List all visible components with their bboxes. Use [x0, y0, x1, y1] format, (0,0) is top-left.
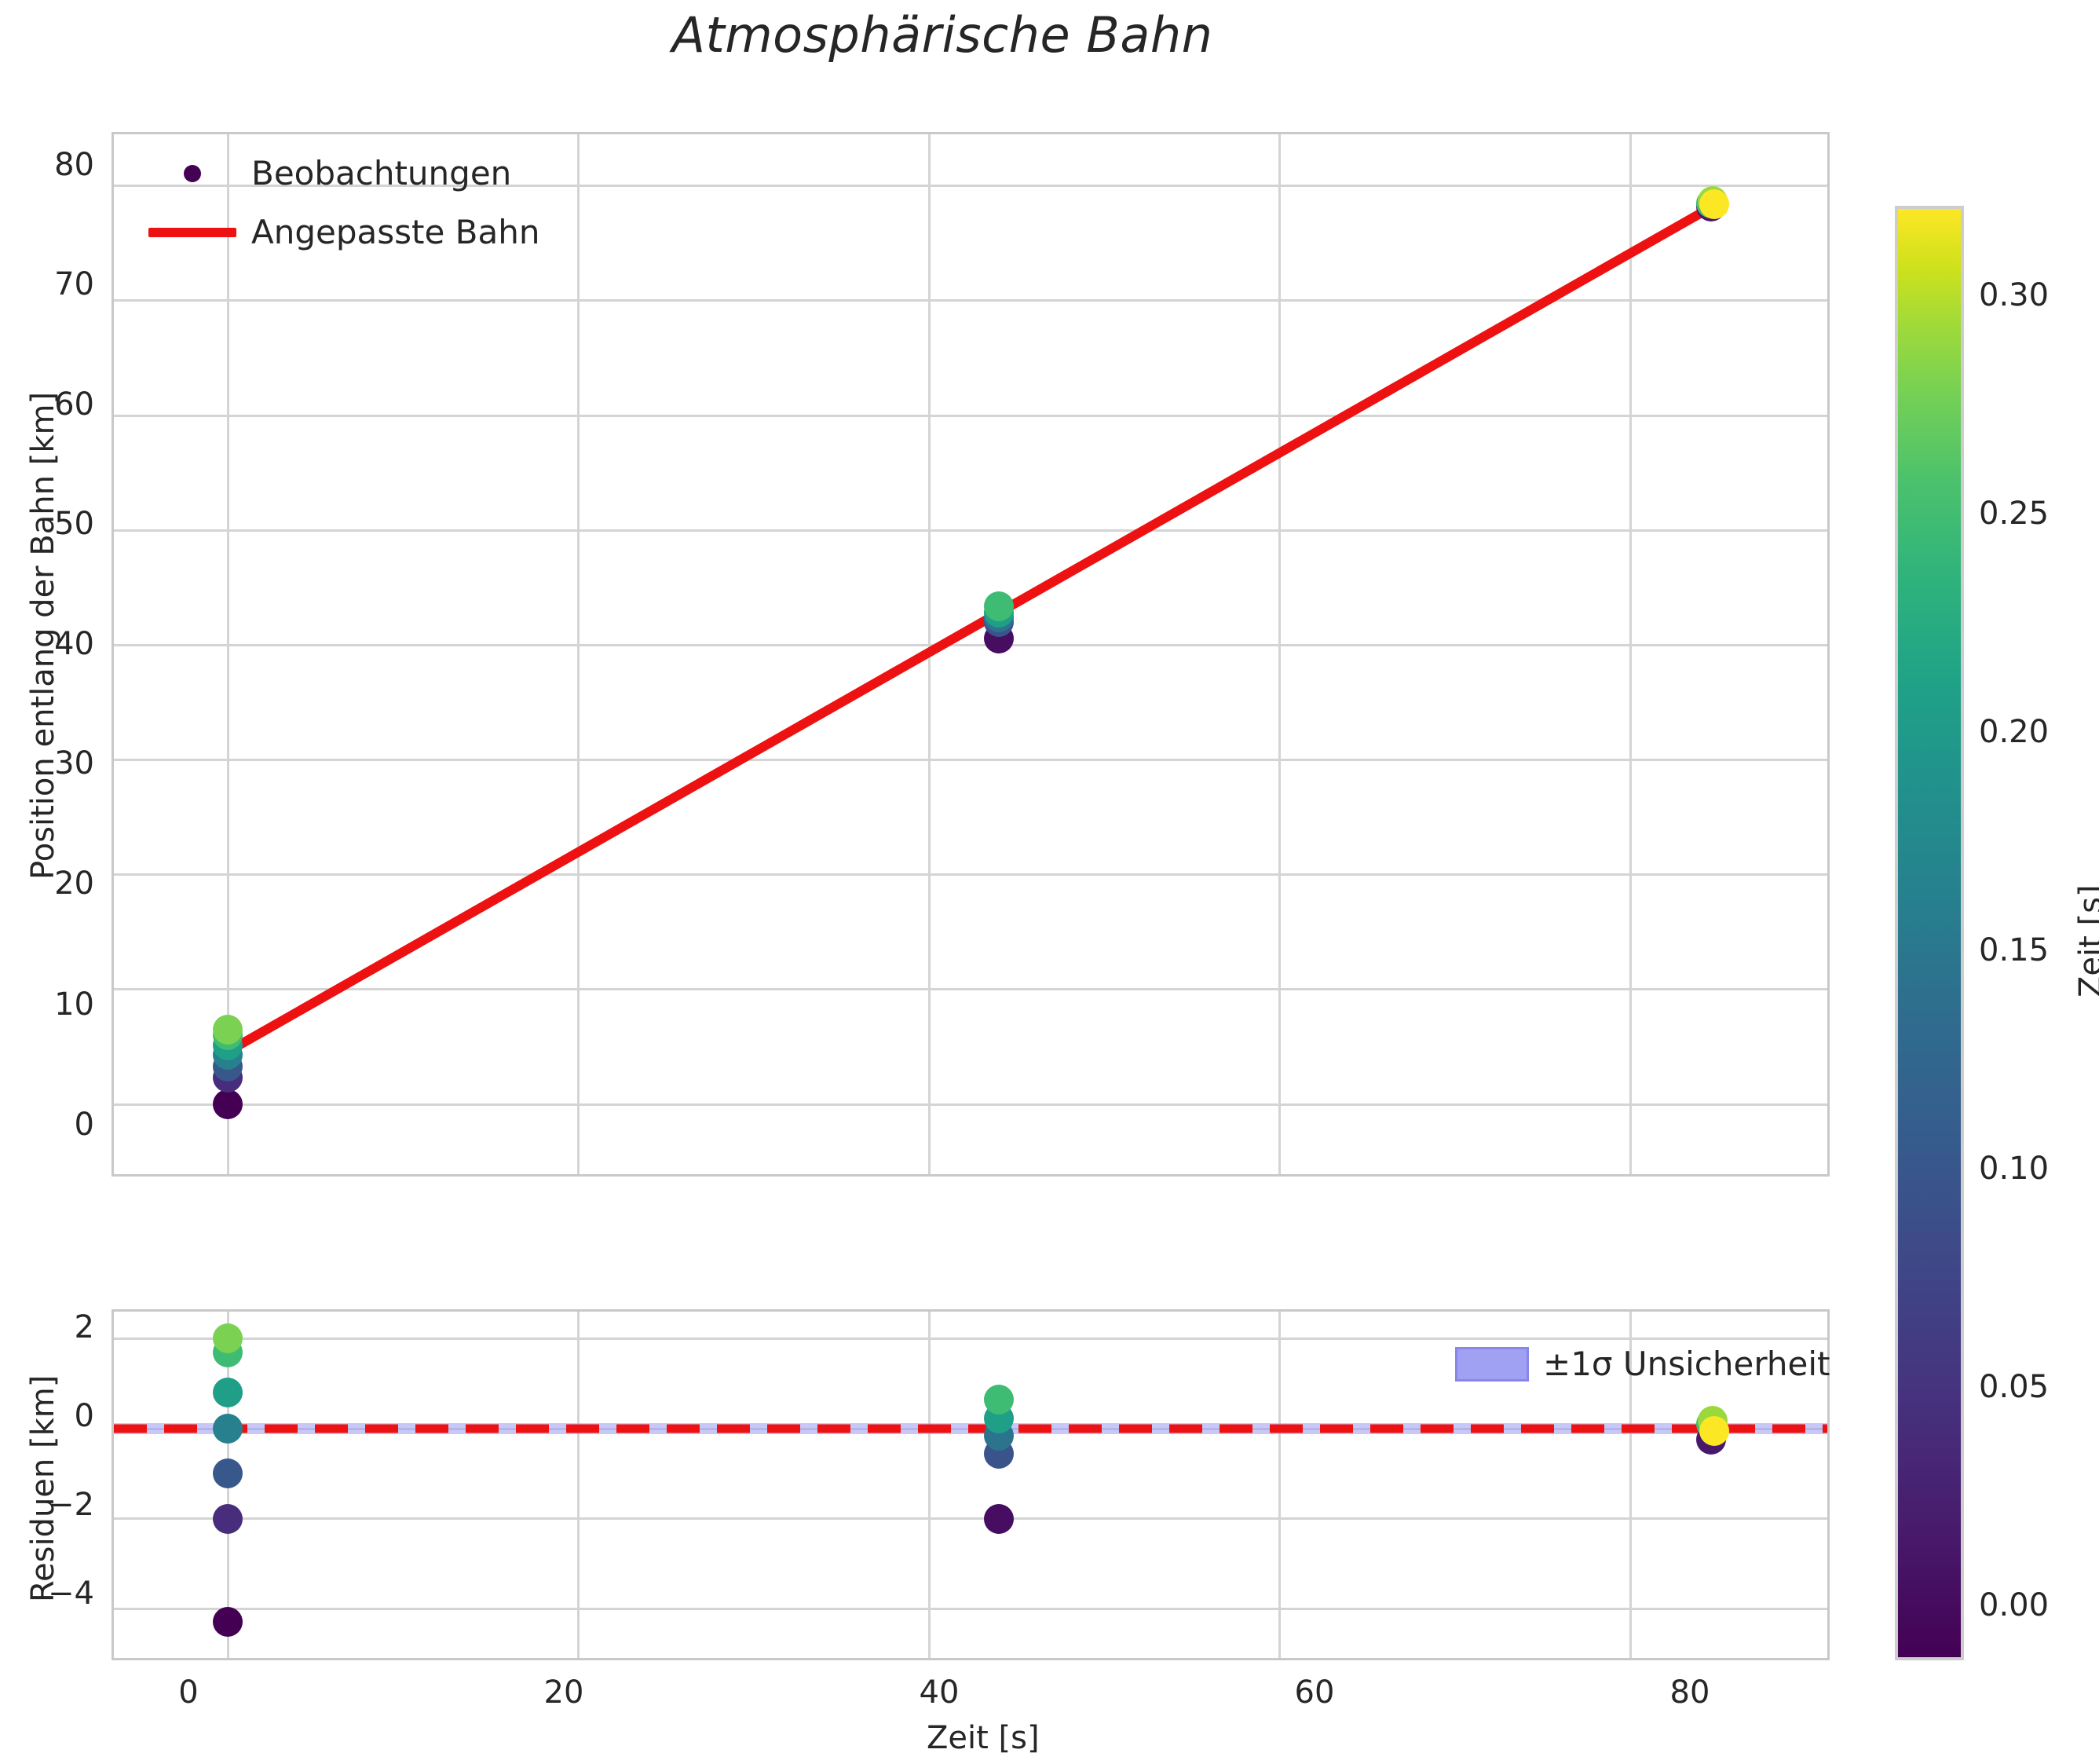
trajectory-legend: Beobachtungen Angepasste Bahn: [133, 154, 539, 251]
colorbar-tick-label: 0.10: [1979, 1151, 2050, 1187]
legend-label-sigma-band: ±1σ Unsicherheit: [1543, 1345, 1830, 1383]
gridline-vertical: [577, 134, 580, 1174]
fitted-trajectory-line: [225, 199, 1721, 1056]
ytick-label-main: 60: [54, 386, 94, 423]
colorbar-tick-label: 0.05: [1979, 1369, 2050, 1405]
data-point: [213, 1414, 243, 1444]
gridline-vertical: [1629, 1312, 1632, 1658]
ytick-label-main: 50: [54, 506, 94, 542]
colorbar-tick-label: 0.30: [1979, 277, 2050, 313]
gridline-horizontal: [114, 988, 1827, 991]
residual-ylabel: Residuen [km]: [25, 1374, 61, 1602]
gridline-horizontal: [114, 643, 1827, 646]
ytick-label-main: 30: [54, 745, 94, 781]
colorbar-tick-label: 0.15: [1979, 932, 2050, 968]
data-point: [213, 1323, 243, 1354]
gridline-horizontal: [114, 873, 1827, 877]
xtick-label: 40: [919, 1674, 960, 1711]
ytick-label-main: 40: [54, 626, 94, 662]
legend-item-observations[interactable]: Beobachtungen: [133, 154, 539, 192]
residual-axes: [112, 1309, 1830, 1660]
gridline-horizontal: [114, 1517, 1827, 1521]
legend-label-observations: Beobachtungen: [251, 154, 512, 192]
gridline-vertical: [927, 1312, 931, 1658]
data-point: [213, 1089, 243, 1119]
xtick-label: 60: [1294, 1674, 1335, 1711]
ytick-label-main: 70: [54, 266, 94, 302]
gridline-vertical: [577, 1312, 580, 1658]
xtick-label: 20: [543, 1674, 584, 1711]
colorbar-tick-label: 0.00: [1979, 1587, 2050, 1623]
gridline-horizontal: [114, 185, 1827, 188]
ytick-label-resid: −4: [48, 1576, 94, 1612]
gridline-horizontal: [114, 759, 1827, 762]
ytick-label-main: 20: [54, 866, 94, 902]
shared-xlabel: Zeit [s]: [927, 1720, 1040, 1756]
gridline-horizontal: [114, 1607, 1827, 1610]
ytick-label-main: 0: [74, 1107, 94, 1143]
data-point: [984, 591, 1015, 621]
gridline-vertical: [1278, 1312, 1282, 1658]
colorbar-label: Zeit [s]: [2073, 884, 2099, 997]
gridline-vertical: [1278, 134, 1282, 1174]
legend-item-fitted-track[interactable]: Angepasste Bahn: [133, 213, 539, 251]
figure-title: Atmosphärische Bahn: [671, 6, 1213, 64]
fitted-line-icon: [133, 227, 251, 237]
colorbar-gradient: [1895, 206, 1964, 1660]
colorbar-tick-label: 0.20: [1979, 714, 2050, 750]
data-point: [213, 1503, 243, 1534]
trajectory-axes: [112, 132, 1830, 1177]
gridline-vertical: [1629, 134, 1632, 1174]
data-point: [213, 1607, 243, 1638]
data-point: [213, 1015, 243, 1045]
gridline-horizontal: [114, 1337, 1827, 1340]
ytick-label-main: 80: [54, 147, 94, 183]
ytick-label-resid: −2: [48, 1487, 94, 1523]
gridline-horizontal: [114, 529, 1827, 532]
legend-label-fitted-track: Angepasste Bahn: [251, 213, 540, 251]
data-point: [1699, 1415, 1730, 1446]
observations-marker-icon: [133, 164, 251, 182]
residual-zero-line: [114, 1424, 1827, 1433]
residual-legend: ±1σ Unsicherheit: [1441, 1345, 1830, 1383]
data-point: [984, 1384, 1015, 1414]
colorbar-tick-label: 0.25: [1979, 496, 2050, 532]
data-point: [213, 1458, 243, 1489]
legend-item-sigma-band[interactable]: ±1σ Unsicherheit: [1441, 1345, 1830, 1383]
data-point: [213, 1378, 243, 1408]
main-ylabel: Position entlang der Bahn [km]: [25, 391, 61, 880]
ytick-label-resid: 0: [74, 1398, 94, 1434]
data-point: [984, 1503, 1015, 1534]
gridline-horizontal: [114, 1103, 1827, 1106]
gridline-horizontal: [114, 299, 1827, 302]
ytick-label-main: 10: [54, 986, 94, 1023]
xtick-label: 0: [178, 1674, 199, 1711]
xtick-label: 80: [1669, 1674, 1710, 1711]
gridline-vertical: [226, 134, 229, 1174]
data-point: [1699, 189, 1730, 220]
sigma-band-patch-icon: [1441, 1346, 1543, 1382]
ytick-label-resid: 2: [74, 1309, 94, 1345]
gridline-horizontal: [114, 414, 1827, 417]
